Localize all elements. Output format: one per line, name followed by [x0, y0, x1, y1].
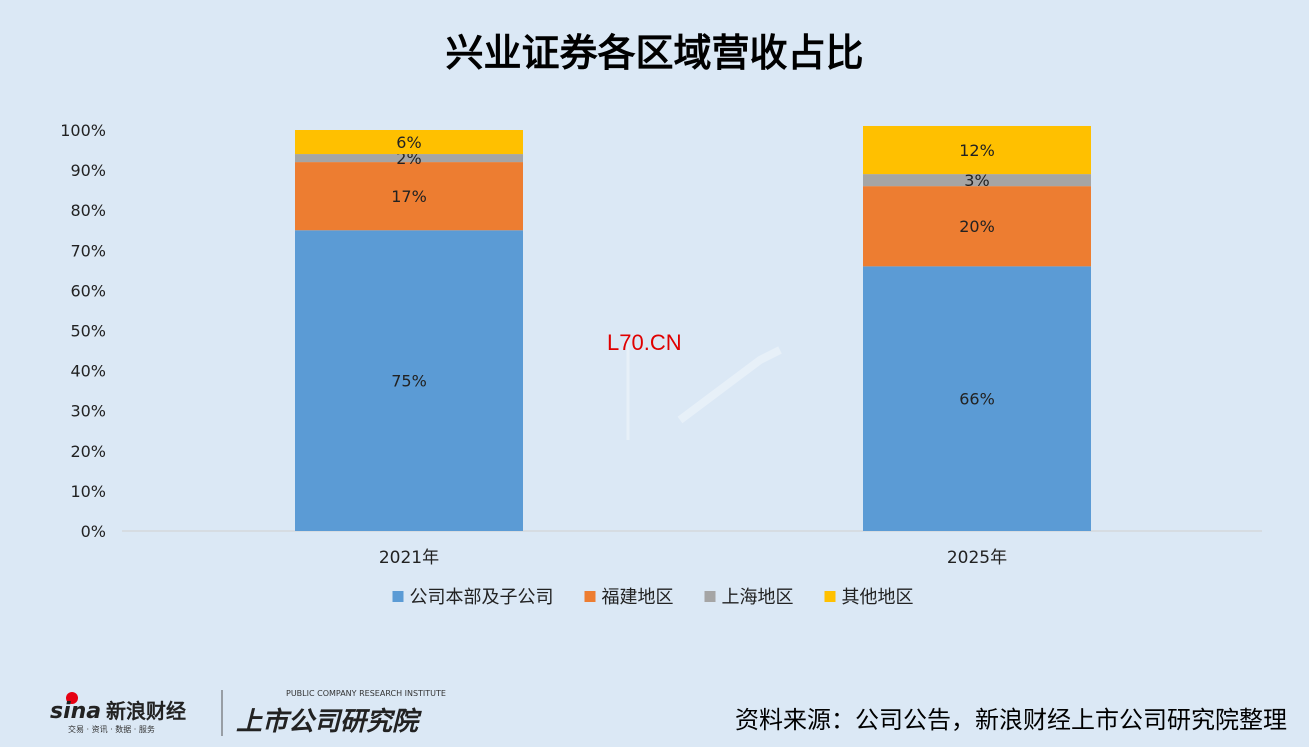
chart-title: 兴业证券各区域营收占比	[445, 31, 864, 75]
y-tick-label: 20%	[70, 442, 106, 461]
y-tick-label: 40%	[70, 362, 106, 381]
legend-swatch	[824, 591, 836, 602]
bar-group: 75%17%2%6%66%20%3%12%	[295, 125, 1091, 531]
data-label: 75%	[391, 372, 427, 391]
sina-finance-logo: sina 新浪财经 交易 · 资讯 · 数据 · 服务 PUBLIC COMPA…	[50, 689, 446, 737]
bar-segment	[295, 162, 523, 231]
background-watermark-graphic	[626, 340, 782, 440]
logo-sina-sub: 交易 · 资讯 · 数据 · 服务	[68, 724, 155, 734]
bar-segment	[295, 130, 523, 155]
legend-label: 上海地区	[722, 587, 794, 608]
x-tick-label: 2021年	[379, 548, 439, 568]
legend-swatch	[584, 591, 596, 602]
y-axis: 0% 10% 20% 30% 40% 50% 60% 70% 80% 90% 100%	[60, 121, 106, 541]
source-note: 资料来源：公司公告，新浪财经上市公司研究院整理	[735, 706, 1287, 734]
data-label: 12%	[959, 141, 995, 160]
bar-segment	[295, 230, 523, 531]
bar-segment	[863, 266, 1091, 531]
watermark-text: L70.CN	[607, 330, 682, 355]
logo-institute-en: PUBLIC COMPANY RESEARCH INSTITUTE	[286, 689, 446, 698]
data-label: 6%	[396, 133, 421, 152]
y-tick-label: 90%	[70, 161, 106, 180]
sina-eye-icon	[66, 692, 78, 704]
y-tick-label: 70%	[70, 241, 106, 260]
x-tick-label: 2025年	[947, 548, 1007, 568]
legend-label: 公司本部及子公司	[410, 587, 554, 608]
data-label: 17%	[391, 187, 427, 206]
legend: 公司本部及子公司 福建地区 上海地区 其他地区	[392, 587, 914, 608]
y-tick-label: 100%	[60, 121, 106, 140]
bar-segment	[863, 125, 1091, 175]
bar-segment	[295, 154, 523, 163]
x-axis: 2021年 2025年	[379, 548, 1007, 568]
y-tick-label: 30%	[70, 402, 106, 421]
legend-label: 其他地区	[842, 587, 914, 608]
logo-sina-cn: 新浪财经	[106, 699, 186, 723]
y-tick-label: 80%	[70, 201, 106, 220]
data-label: 66%	[959, 390, 995, 409]
y-tick-label: 0%	[81, 522, 106, 541]
y-tick-label: 60%	[70, 281, 106, 300]
data-label: 3%	[964, 171, 989, 190]
bar-segment	[863, 174, 1091, 187]
legend-label: 福建地区	[602, 587, 674, 608]
legend-swatch	[392, 591, 404, 602]
bar-segment	[863, 186, 1091, 267]
logo-sina-text: sina	[50, 699, 101, 724]
legend-swatch	[704, 591, 716, 602]
y-tick-label: 50%	[70, 322, 106, 341]
logo-institute-cn: 上市公司研究院	[236, 707, 422, 737]
data-label: 20%	[959, 217, 995, 236]
y-tick-label: 10%	[70, 482, 106, 501]
